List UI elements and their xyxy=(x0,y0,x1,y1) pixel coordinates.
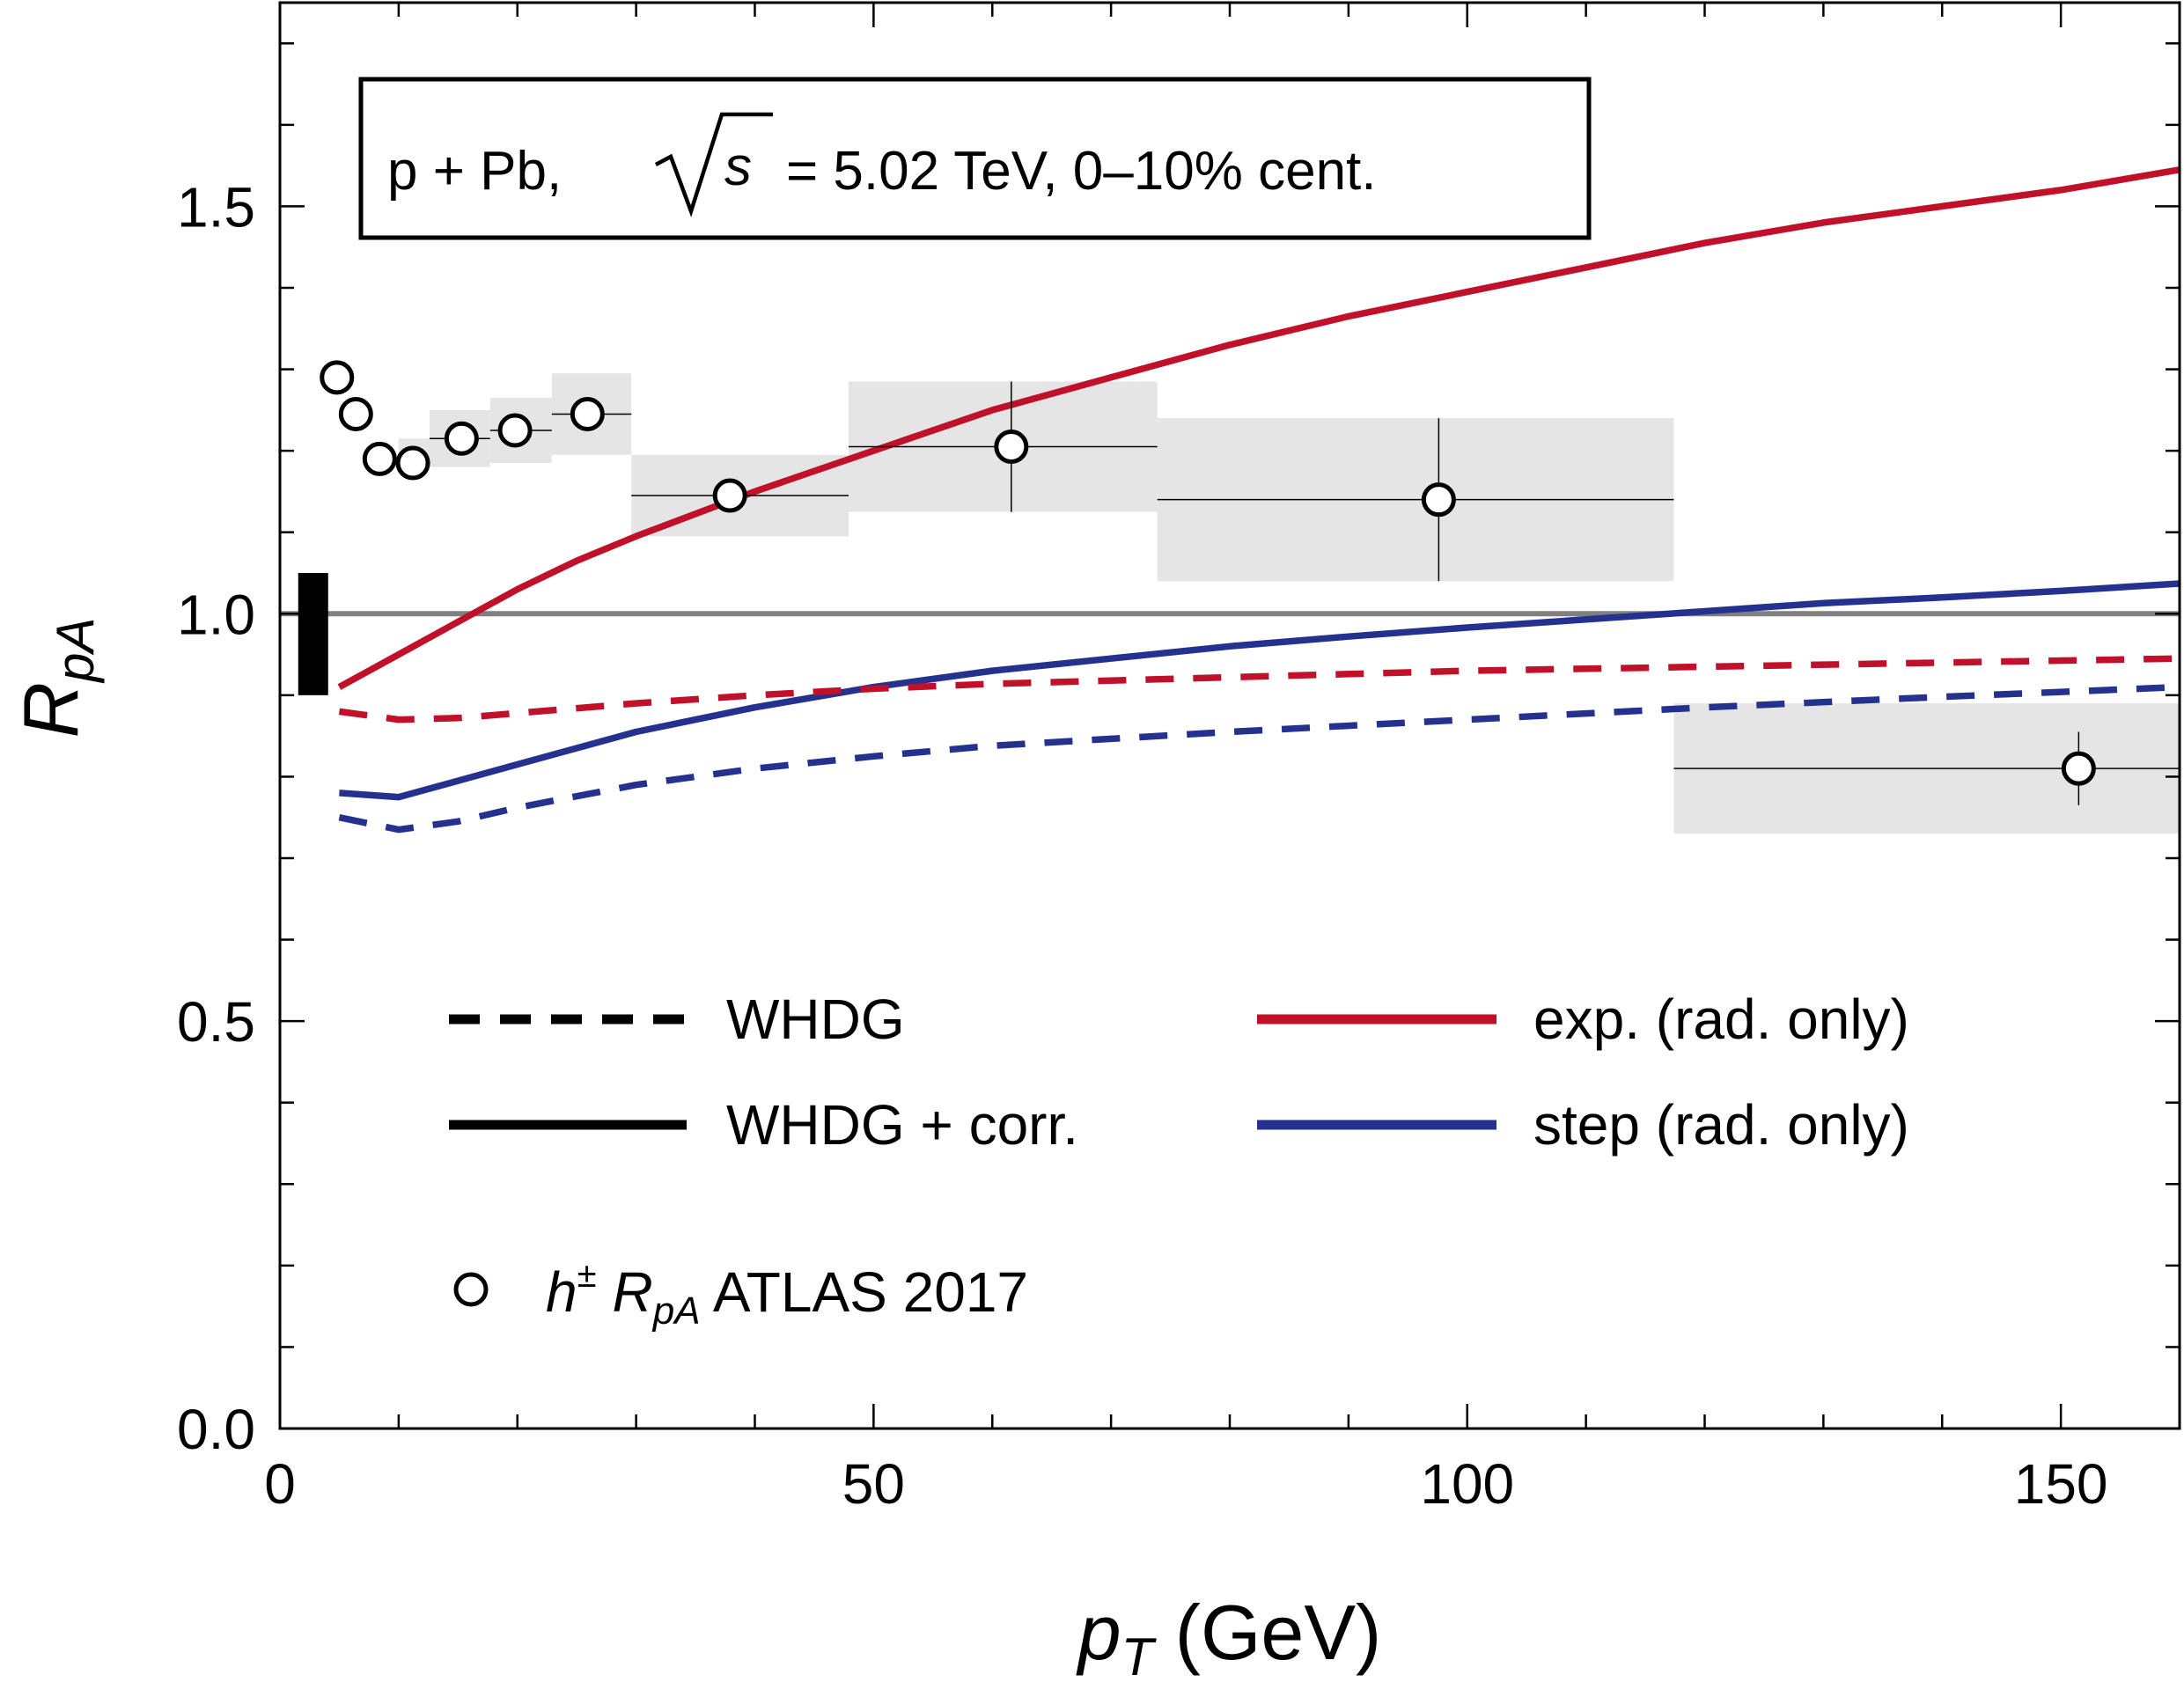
legend-whdg-label: WHDG xyxy=(726,988,905,1051)
sqrt-sign-icon xyxy=(654,112,773,217)
curve-whdg-corr-step xyxy=(339,580,2180,801)
y-tick-label: 1.0 xyxy=(177,583,255,646)
systematic-bands xyxy=(398,373,2180,834)
y-axis-var: R xyxy=(7,682,94,738)
tick-labels: 0 50 100 150 0.0 0.5 1.0 1.5 xyxy=(177,175,2107,1516)
data-point-3 xyxy=(395,445,430,481)
info-sqrt-var: s xyxy=(724,136,752,197)
legend-whdg-corr-label: WHDG + corr. xyxy=(726,1093,1078,1157)
info-box: p + Pb, s = 5.02 TeV, 0–10% cent. xyxy=(358,77,1592,240)
legend-data-sup: ± xyxy=(577,1256,597,1295)
curve-whdg-corr-exp xyxy=(337,166,2180,690)
data-point-6 xyxy=(570,396,605,431)
data-point-9 xyxy=(1421,482,1456,518)
data-point-4 xyxy=(444,421,479,456)
y-tick-label: 0.0 xyxy=(177,1398,255,1461)
x-tick-label: 50 xyxy=(842,1452,905,1516)
data-point-0 xyxy=(320,360,355,395)
x-axis-sub: T xyxy=(1121,1627,1158,1682)
x-tick-label: 100 xyxy=(1420,1452,1514,1516)
legend-data-suffix: ATLAS 2017 xyxy=(701,1260,1028,1324)
data-point-2 xyxy=(362,441,397,476)
model-curves xyxy=(337,166,2180,834)
x-tick-label: 0 xyxy=(264,1452,296,1516)
data-point-7 xyxy=(712,478,747,513)
curve-whdg-exp xyxy=(338,655,2180,723)
legend-data-sub: pA xyxy=(651,1289,701,1333)
y-tick-label: 0.5 xyxy=(177,990,255,1054)
normalization-box xyxy=(298,573,328,695)
axis-ticks xyxy=(278,3,2181,1430)
data-points xyxy=(320,360,2180,805)
y-tick-label: 1.5 xyxy=(177,175,255,239)
x-tick-label: 150 xyxy=(2014,1452,2108,1516)
x-axis-label: pT (GeV) xyxy=(1076,1589,1382,1682)
data-point-1 xyxy=(338,396,373,431)
info-prefix: p + Pb, xyxy=(387,141,562,202)
legend-data-marker-icon xyxy=(453,1272,489,1307)
legend-exp-label: exp. (rad. only) xyxy=(1533,988,1909,1051)
legend: WHDG WHDG + corr. exp. (rad. only) step … xyxy=(449,988,1909,1333)
y-axis-sub: pA xyxy=(46,618,105,684)
x-axis-var: p xyxy=(1076,1589,1121,1676)
curve-whdg-step xyxy=(338,683,2180,834)
legend-data-prefix: h xyxy=(546,1260,577,1324)
legend-step-label: step (rad. only) xyxy=(1533,1093,1909,1157)
legend-data-label: h± RpA ATLAS 2017 xyxy=(546,1256,1028,1333)
normalization-box-group xyxy=(298,573,328,695)
y-axis-label: RpA xyxy=(7,618,105,738)
data-point-5 xyxy=(497,413,533,448)
data-point-10 xyxy=(2061,751,2096,786)
data-point-8 xyxy=(994,430,1029,465)
legend-data-var: R xyxy=(613,1260,653,1324)
info-suffix: = 5.02 TeV, 0–10% cent. xyxy=(786,141,1377,202)
x-axis-unit: (GeV) xyxy=(1153,1589,1381,1676)
